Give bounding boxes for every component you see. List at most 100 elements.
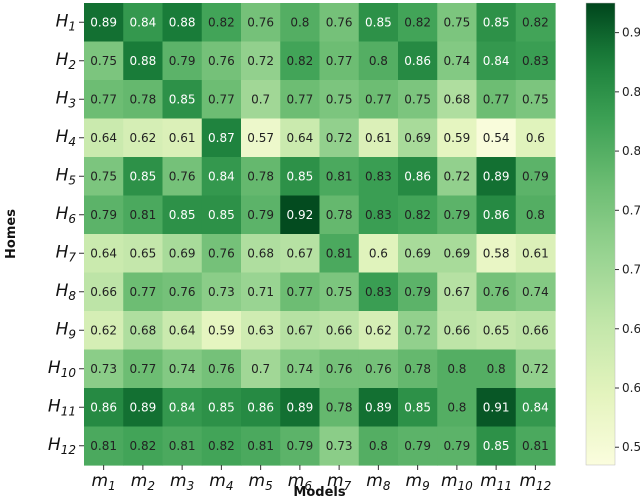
column-tick-label: m6 (288, 471, 313, 493)
cell-value-label: 0.64 (90, 131, 117, 145)
cell-value-label: 0.92 (287, 208, 314, 222)
cell-value-label: 0.8 (290, 15, 309, 29)
colorbar-gradient (585, 2, 616, 466)
row-tick-label: H4 (56, 127, 76, 149)
heatmap-cell (280, 118, 321, 158)
heatmap-cell (398, 195, 438, 235)
cell-value-label: 0.86 (483, 208, 510, 222)
heatmap-cell (241, 388, 281, 428)
heatmap-cell (84, 272, 124, 312)
colorbar-tick-label: 0.65 (622, 322, 640, 336)
colorbar-tick-label: 0.75 (622, 203, 640, 217)
cell-value-label: 0.66 (444, 323, 471, 337)
cell-value-label: 0.8 (526, 208, 545, 222)
cell-value-label: 0.85 (169, 92, 196, 106)
cell-value-label: 0.72 (522, 362, 549, 376)
cell-value-label: 0.61 (169, 131, 196, 145)
heatmap-cell (241, 234, 281, 274)
heatmap-cell (123, 426, 164, 466)
cell-value-label: 0.74 (444, 54, 471, 68)
cell-value-label: 0.76 (169, 285, 196, 299)
cell-value-label: 0.88 (130, 54, 157, 68)
cell-value-label: 0.82 (208, 439, 235, 453)
heatmap-cell (476, 118, 517, 158)
cell-value-label: 0.79 (404, 439, 431, 453)
heatmap-cell (515, 195, 556, 235)
cell-value-label: 0.77 (130, 285, 157, 299)
cell-value-label: 0.76 (208, 362, 235, 376)
heatmap-cell (162, 388, 203, 428)
cell-value-label: 0.69 (404, 246, 431, 260)
cell-value-label: 0.68 (444, 92, 471, 106)
heatmap-cell (201, 234, 242, 274)
heatmap-cell (398, 349, 438, 389)
heatmap-cell (241, 311, 281, 351)
x-axis-title: Models (293, 485, 345, 498)
cell-value-label: 0.78 (404, 362, 431, 376)
heatmap-cell (398, 41, 438, 81)
cell-value-label: 0.8 (447, 400, 466, 414)
heatmap-cell (437, 234, 478, 274)
row-tick-label: H10 (48, 358, 76, 380)
heatmap-cell (201, 80, 242, 120)
cell-value-label: 0.76 (483, 285, 510, 299)
heatmap-cell (437, 195, 478, 235)
cell-value-label: 0.81 (326, 169, 353, 183)
heatmap-cell (280, 388, 321, 428)
colorbar-tick-label: 0.85 (622, 85, 640, 99)
heatmap-cell (358, 157, 399, 197)
row-tick-label: H5 (56, 165, 76, 187)
cell-value-label: 0.86 (404, 54, 431, 68)
heatmap-cell (515, 41, 556, 81)
heatmap-cell (84, 80, 124, 120)
cell-value-label: 0.84 (483, 54, 510, 68)
heatmap-cell (201, 118, 242, 158)
heatmap-cell (476, 349, 517, 389)
cell-value-label: 0.8 (369, 439, 388, 453)
cell-value-label: 0.72 (247, 54, 274, 68)
heatmap-cell (280, 3, 321, 43)
heatmap-cell (319, 234, 360, 274)
heatmap-cell (241, 118, 281, 158)
cell-value-label: 0.78 (247, 169, 274, 183)
heatmap-cell (241, 157, 281, 197)
colorbar: 0.55 0.60 0.65 0.70 0.75 0.80 0.85 0.90 (585, 2, 640, 466)
cell-value-label: 0.83 (365, 285, 392, 299)
row-tick-label: H8 (56, 281, 77, 303)
cell-value-label: 0.78 (326, 208, 353, 222)
cell-value-label: 0.82 (522, 15, 549, 29)
heatmap-cell (162, 41, 203, 81)
cell-value-label: 0.75 (404, 92, 431, 106)
heatmap-cell (476, 195, 517, 235)
heatmap-cell (515, 234, 556, 274)
heatmap-cell (358, 41, 399, 81)
heatmap-cell (84, 388, 124, 428)
heatmap-cell (319, 311, 360, 351)
cell-value-label: 0.75 (326, 92, 353, 106)
cell-value-label: 0.75 (90, 54, 117, 68)
cell-value-label: 0.86 (404, 169, 431, 183)
heatmap-cell (280, 80, 321, 120)
heatmap-cell (358, 426, 399, 466)
column-tick-label: m12 (519, 471, 551, 493)
cell-value-label: 0.84 (208, 169, 235, 183)
cell-value-label: 0.68 (247, 246, 274, 260)
cell-value-label: 0.72 (404, 323, 431, 337)
cell-value-label: 0.81 (130, 208, 157, 222)
heatmap-cell (84, 3, 124, 43)
heatmap-cell (319, 349, 360, 389)
column-tick-labels: m1 m2 m3 m4 m5 m6 m7 m8 m9 m10 m11 m12 (92, 465, 551, 493)
cell-value-label: 0.79 (247, 208, 274, 222)
cell-value-label: 0.82 (404, 208, 431, 222)
cell-value-label: 0.72 (444, 169, 471, 183)
cell-value-label: 0.57 (247, 131, 274, 145)
cell-value-label: 0.81 (326, 246, 353, 260)
heatmap-cell (162, 157, 203, 197)
heatmap-cell (241, 349, 281, 389)
cell-value-label: 0.82 (130, 439, 157, 453)
cell-value-label: 0.6 (526, 131, 545, 145)
heatmap-cell (123, 349, 164, 389)
heatmap-cell (123, 272, 164, 312)
cell-value-label: 0.66 (90, 285, 117, 299)
heatmap-cell (515, 311, 556, 351)
